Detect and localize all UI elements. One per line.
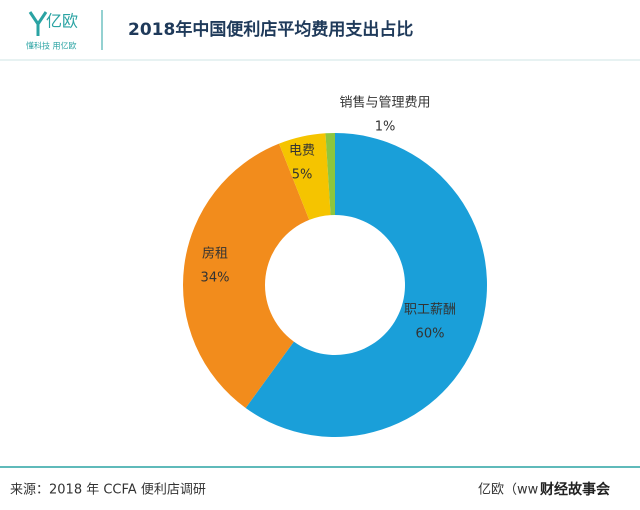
segment-value: 34% xyxy=(201,271,230,286)
segment-label: 房租 xyxy=(202,246,228,262)
segment-label: 电费 xyxy=(289,144,315,159)
watermark: 财经故事会 xyxy=(539,481,611,498)
donut-segment xyxy=(325,133,335,216)
donut-segment xyxy=(279,133,331,220)
donut: 职工薪酬 60% 房租 34% 电费 5% 销售与管理费用 1% xyxy=(182,95,488,437)
donut-segment xyxy=(182,143,310,408)
segment-value: 1% xyxy=(375,120,396,135)
source: 来源：2018 年 CCFA 便利店调研 xyxy=(10,483,206,498)
segment-value: 5% xyxy=(292,168,313,183)
segment-label: 职工薪酬 xyxy=(404,303,456,318)
logo-icon xyxy=(28,11,48,36)
segment-label: 销售与管理费用 xyxy=(339,95,430,111)
segment-value: 60% xyxy=(416,327,445,342)
logo-text: 亿欧 xyxy=(46,12,78,31)
brand: 亿欧（ww xyxy=(478,483,539,498)
donut-segment xyxy=(245,133,488,437)
chart-title: 2018年中国便利店平均费用支出占比 xyxy=(128,19,413,40)
slogan: 懂科技 用亿欧 xyxy=(26,41,77,51)
